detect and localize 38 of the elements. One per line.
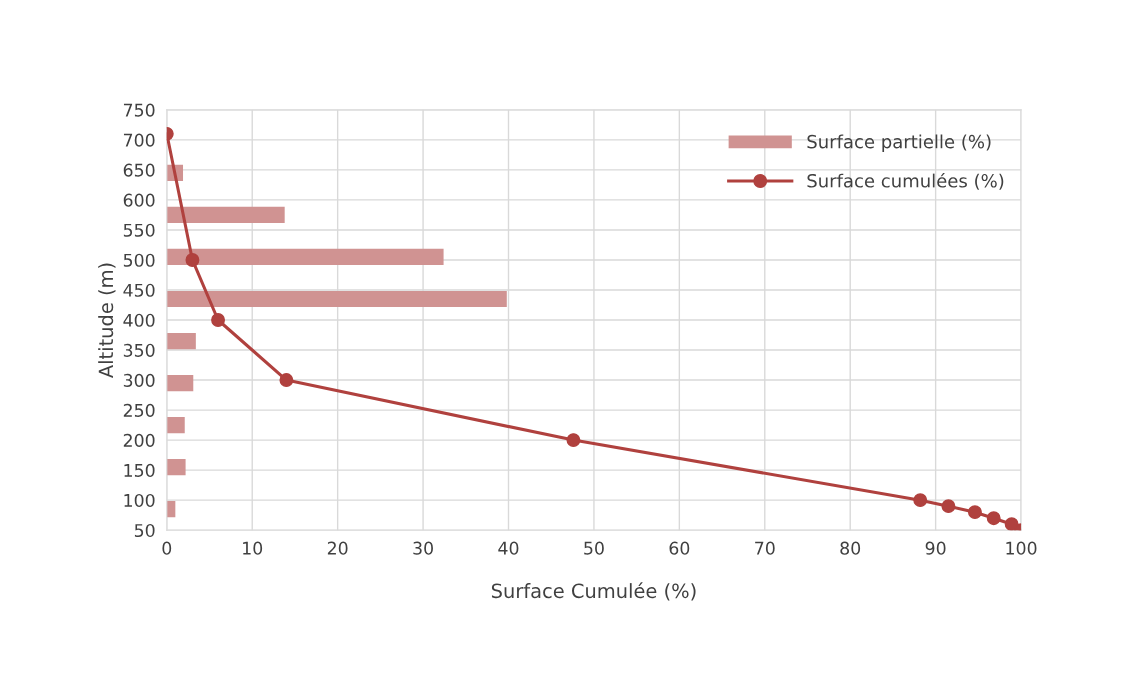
y-tick-label: 450 xyxy=(123,283,155,297)
bar xyxy=(166,206,285,224)
y-tick-label: 400 xyxy=(123,313,155,327)
bar xyxy=(166,374,194,392)
x-tick-label: 90 xyxy=(925,541,946,555)
bar xyxy=(166,332,196,350)
bar xyxy=(166,459,186,476)
x-axis-title: Surface Cumulée (%) xyxy=(491,582,696,601)
y-tick-label: 600 xyxy=(123,193,155,207)
bar xyxy=(166,501,176,518)
x-tick-label: 0 xyxy=(162,541,172,555)
y-axis-title: Altitude (m) xyxy=(98,263,116,378)
y-tick-label: 300 xyxy=(123,373,155,387)
legend-label: Surface partielle (%) xyxy=(807,134,991,152)
y-tick-label: 550 xyxy=(123,223,155,237)
y-tick-label: 650 xyxy=(123,163,155,177)
y-tick-label: 250 xyxy=(123,403,155,417)
bar xyxy=(166,290,507,308)
bar xyxy=(166,417,185,434)
bar xyxy=(166,248,444,266)
x-tick-label: 10 xyxy=(243,541,263,555)
x-tick-label: 60 xyxy=(669,541,690,555)
legend-label: Surface cumulées (%) xyxy=(807,172,1004,190)
x-tick-label: 80 xyxy=(840,541,861,555)
x-tick-label: 70 xyxy=(755,541,775,555)
y-tick-label: 200 xyxy=(123,433,155,447)
y-tick-label: 500 xyxy=(123,253,155,267)
y-tick-label: 50 xyxy=(134,523,155,538)
y-tick-label: 150 xyxy=(124,463,155,477)
x-tick-label: 20 xyxy=(327,541,348,555)
y-tick-label: 750 xyxy=(123,103,155,117)
x-tick-label: 30 xyxy=(413,541,433,555)
y-tick-label: 700 xyxy=(123,133,155,147)
x-tick-label: 50 xyxy=(584,541,604,555)
x-tick-label: 40 xyxy=(498,541,519,555)
y-tick-label: 350 xyxy=(123,343,155,357)
x-tick-label: 100 xyxy=(1006,541,1037,555)
y-tick-label: 100 xyxy=(124,493,155,508)
